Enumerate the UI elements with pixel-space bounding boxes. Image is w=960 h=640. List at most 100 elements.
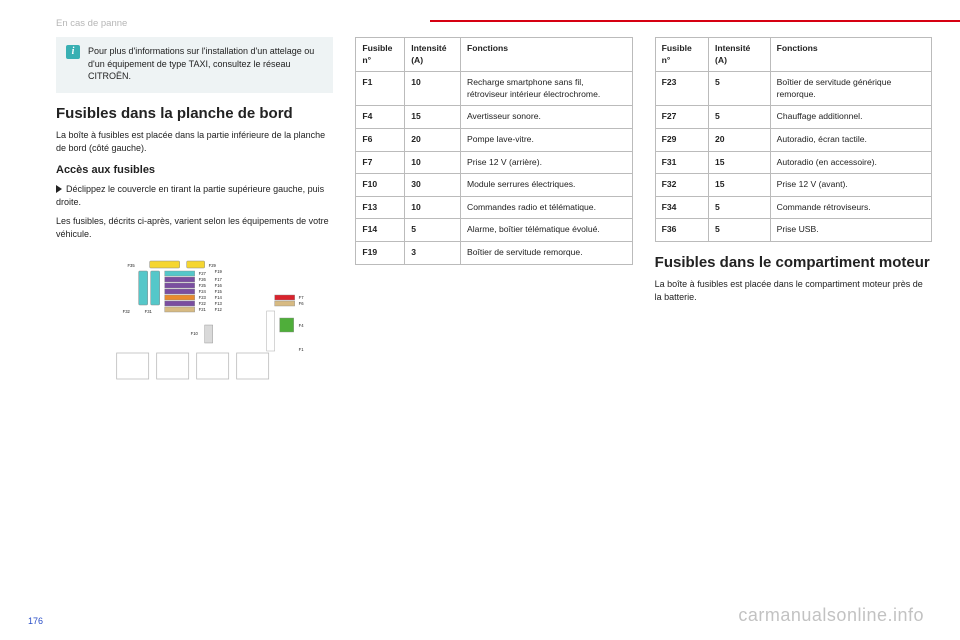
cell: Module serrures électriques. <box>460 174 632 197</box>
fuse-table-left: Fusible n° Intensité (A) Fonctions F110R… <box>355 37 632 265</box>
cell: Pompe lave-vitre. <box>460 128 632 151</box>
cell: Alarme, boîtier télématique évolué. <box>460 219 632 242</box>
access-line-2: Les fusibles, décrits ci-après, varient … <box>56 215 333 241</box>
svg-text:F13: F13 <box>215 301 223 306</box>
table-row: F345Commande rétroviseurs. <box>655 196 931 219</box>
fuse-diagram: F35 F29 F32 F31 F27 F26 F25 F24 F23 F22 … <box>56 253 333 403</box>
table-row: F193Boîtier de servitude remorque. <box>356 241 632 264</box>
svg-text:F27: F27 <box>199 271 207 276</box>
table-row: F110Recharge smartphone sans fil, rétrov… <box>356 72 632 106</box>
svg-text:F25: F25 <box>199 283 207 288</box>
svg-text:F6: F6 <box>299 301 305 306</box>
cell: 10 <box>405 151 461 174</box>
th-amp-r: Intensité (A) <box>709 38 771 72</box>
svg-text:F19: F19 <box>215 269 223 274</box>
svg-text:F12: F12 <box>215 307 223 312</box>
svg-text:F1: F1 <box>299 347 305 352</box>
cell: 10 <box>405 196 461 219</box>
cell: F13 <box>356 196 405 219</box>
subheading-access: Accès aux fusibles <box>56 163 333 178</box>
table-row: F235Boîtier de servitude générique remor… <box>655 72 931 106</box>
cell: F19 <box>356 241 405 264</box>
th-amp: Intensité (A) <box>405 38 461 72</box>
table-row: F415Avertisseur sonore. <box>356 106 632 129</box>
table-row: F275Chauffage additionnel. <box>655 106 931 129</box>
cell: Recharge smartphone sans fil, rétroviseu… <box>460 72 632 106</box>
cell: 3 <box>405 241 461 264</box>
th-num: Fusible n° <box>356 38 405 72</box>
cell: F14 <box>356 219 405 242</box>
cell: F31 <box>655 151 708 174</box>
table-row: F2920Autoradio, écran tactile. <box>655 128 931 151</box>
cell: Autoradio, écran tactile. <box>770 128 931 151</box>
cell: 5 <box>709 196 771 219</box>
info-box: i Pour plus d'informations sur l'install… <box>56 37 333 93</box>
cell: F32 <box>655 174 708 197</box>
cell: 10 <box>405 72 461 106</box>
svg-text:F23: F23 <box>199 295 207 300</box>
table-row: F145Alarme, boîtier télématique évolué. <box>356 219 632 242</box>
cell: F1 <box>356 72 405 106</box>
cell: 15 <box>405 106 461 129</box>
cell: Boîtier de servitude générique remorque. <box>770 72 931 106</box>
cell: F34 <box>655 196 708 219</box>
cell: 5 <box>709 219 771 242</box>
cell: F29 <box>655 128 708 151</box>
table-row: F3115Autoradio (en accessoire). <box>655 151 931 174</box>
section-title-dashboard-fuses: Fusibles dans la planche de bord <box>56 105 333 123</box>
svg-text:F32: F32 <box>123 309 131 314</box>
table-row: F620Pompe lave-vitre. <box>356 128 632 151</box>
section-body-dashboard-fuses: La boîte à fusibles est placée dans la p… <box>56 129 333 155</box>
access-line-1-text: Déclippez le couvercle en tirant la part… <box>56 184 324 207</box>
cell: Commande rétroviseurs. <box>770 196 931 219</box>
cell: Boîtier de servitude remorque. <box>460 241 632 264</box>
table-row: F1310Commandes radio et télématique. <box>356 196 632 219</box>
cell: Avertisseur sonore. <box>460 106 632 129</box>
cell: F36 <box>655 219 708 242</box>
table-row: F365Prise USB. <box>655 219 931 242</box>
th-func: Fonctions <box>460 38 632 72</box>
svg-text:F24: F24 <box>199 289 207 294</box>
svg-text:F4: F4 <box>299 323 305 328</box>
cell: F4 <box>356 106 405 129</box>
info-icon: i <box>66 45 80 59</box>
column-right: Fusible n° Intensité (A) Fonctions F235B… <box>655 37 932 406</box>
cell: Chauffage additionnel. <box>770 106 931 129</box>
svg-text:F21: F21 <box>199 307 207 312</box>
svg-text:F15: F15 <box>215 289 223 294</box>
cell: F7 <box>356 151 405 174</box>
cell: F6 <box>356 128 405 151</box>
table-row: F3215Prise 12 V (avant). <box>655 174 931 197</box>
cell: F23 <box>655 72 708 106</box>
th-num-r: Fusible n° <box>655 38 708 72</box>
svg-text:F22: F22 <box>199 301 207 306</box>
cell: 5 <box>709 72 771 106</box>
cell: 30 <box>405 174 461 197</box>
column-middle: Fusible n° Intensité (A) Fonctions F110R… <box>355 37 632 406</box>
fuse-table-right: Fusible n° Intensité (A) Fonctions F235B… <box>655 37 932 242</box>
access-line-1: Déclippez le couvercle en tirant la part… <box>56 183 333 209</box>
section-title-engine-fuses: Fusibles dans le compartiment moteur <box>655 254 932 272</box>
cell: Prise 12 V (avant). <box>770 174 931 197</box>
table-row: F1030Module serrures électriques. <box>356 174 632 197</box>
cell: Prise 12 V (arrière). <box>460 151 632 174</box>
cell: 20 <box>709 128 771 151</box>
cell: F10 <box>356 174 405 197</box>
cell: 20 <box>405 128 461 151</box>
header-accent-bar <box>430 20 960 22</box>
cell: Autoradio (en accessoire). <box>770 151 931 174</box>
svg-text:F17: F17 <box>215 277 223 282</box>
svg-text:F26: F26 <box>199 277 207 282</box>
cell: Prise USB. <box>770 219 931 242</box>
svg-text:F35: F35 <box>127 263 135 268</box>
svg-text:F16: F16 <box>215 283 223 288</box>
watermark: carmanualsonline.info <box>738 605 924 626</box>
info-text: Pour plus d'informations sur l'installat… <box>88 45 323 83</box>
cell: 5 <box>405 219 461 242</box>
cell: 15 <box>709 174 771 197</box>
svg-text:F7: F7 <box>299 295 305 300</box>
svg-text:F29: F29 <box>209 263 217 268</box>
svg-text:F31: F31 <box>145 309 153 314</box>
cell: F27 <box>655 106 708 129</box>
cell: 5 <box>709 106 771 129</box>
